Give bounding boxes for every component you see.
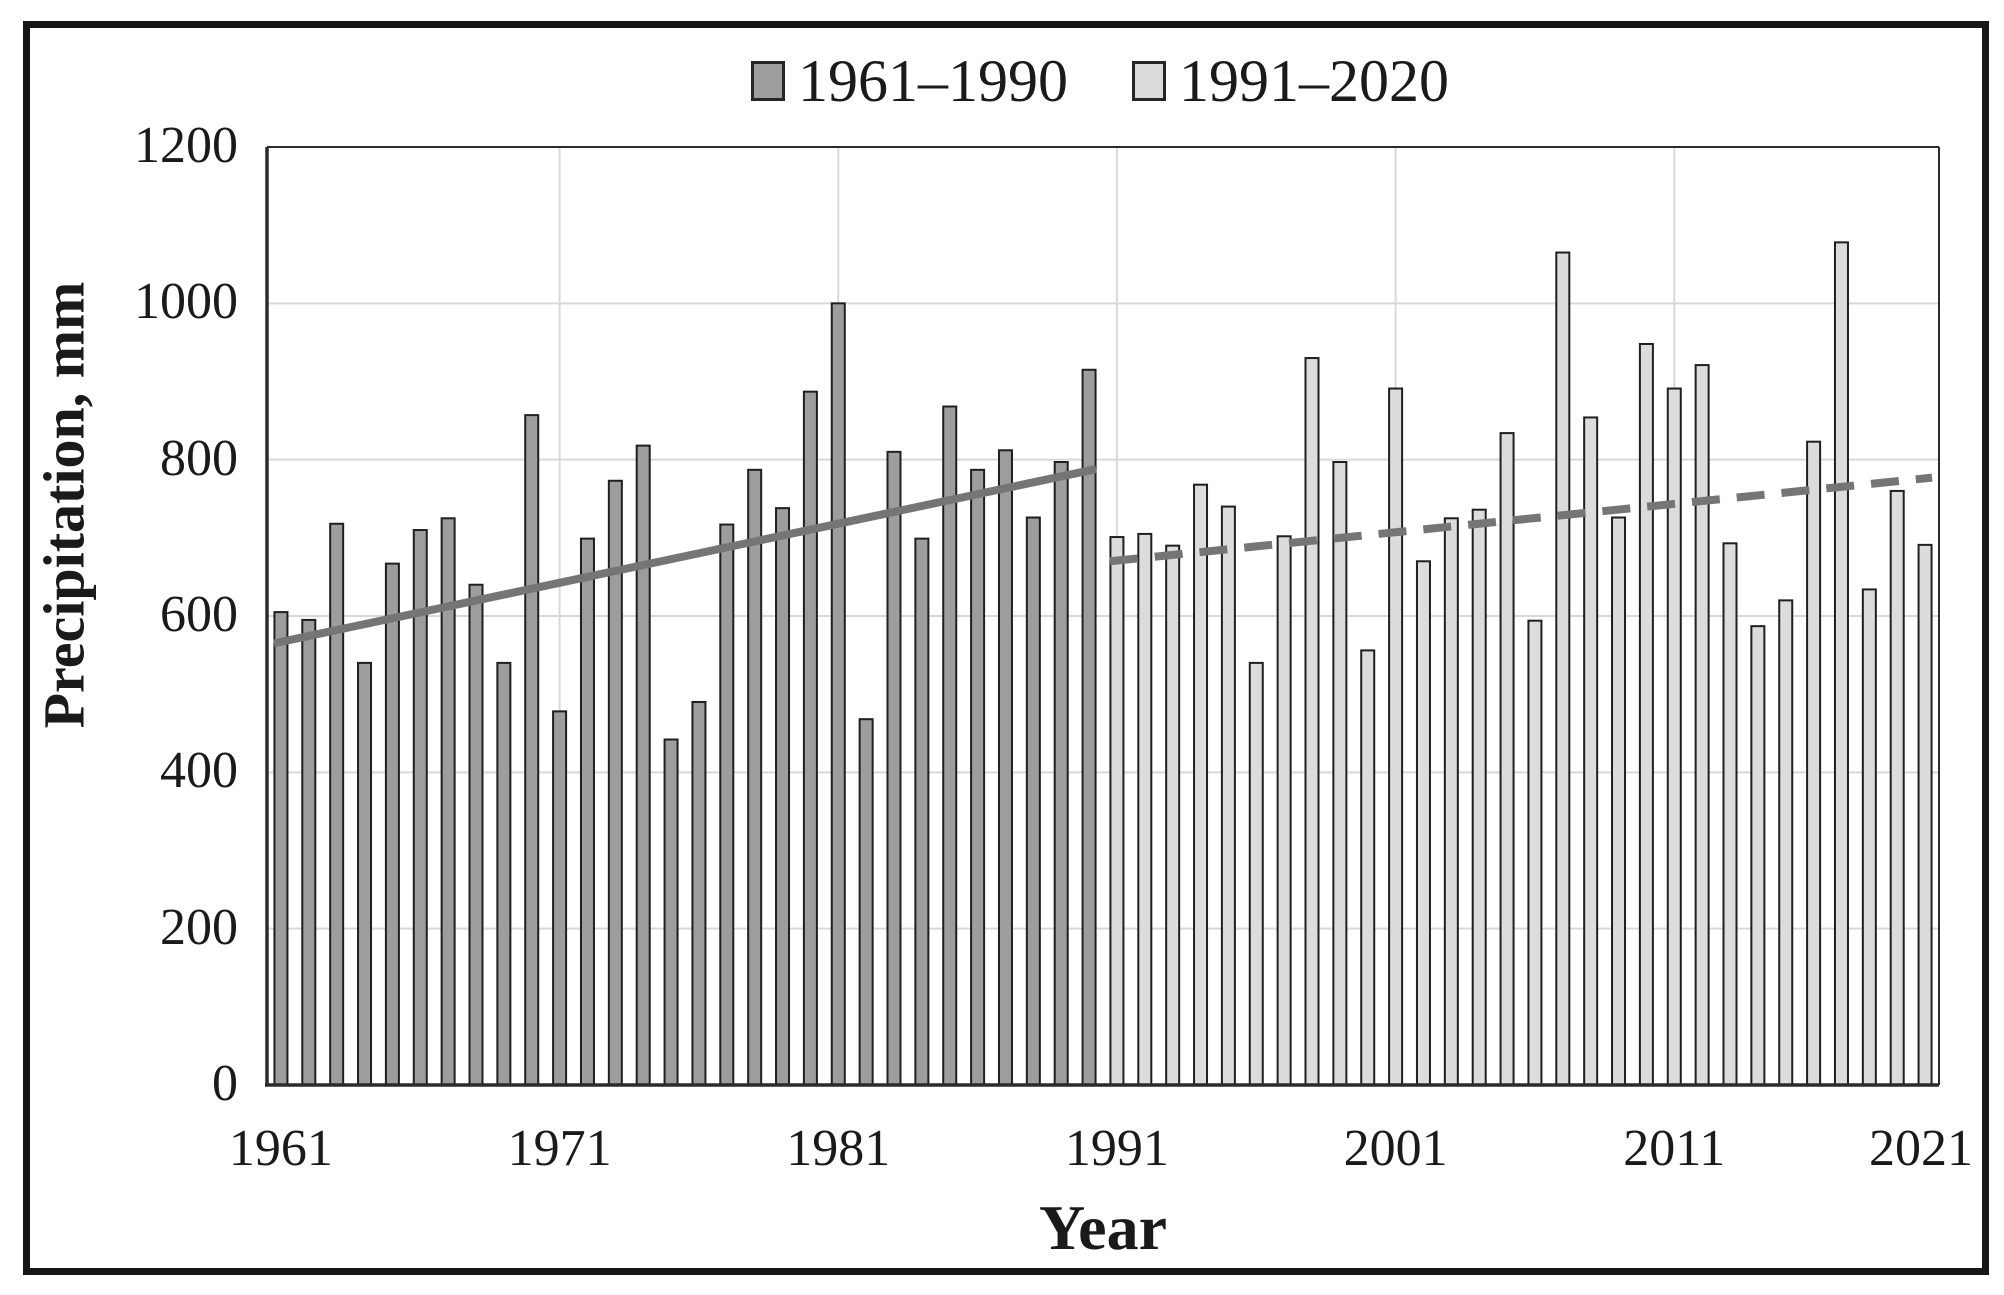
legend-item-1961-1990: 1961–1990 [751, 51, 1068, 111]
x-tick-label-1981: 1981 [786, 1120, 891, 1177]
bar-1968 [468, 583, 484, 1086]
y-tick-label-200: 200 [160, 898, 238, 956]
bar-1981 [830, 302, 846, 1087]
bar-2013 [1722, 542, 1738, 1086]
figure-border-frame [23, 21, 1989, 1275]
dashed-trendline [1109, 473, 1933, 566]
bar-1986 [970, 468, 986, 1087]
bar-1964 [357, 661, 373, 1087]
bar-2014 [1750, 625, 1766, 1087]
bar-1969 [496, 661, 512, 1087]
bar-2007 [1555, 251, 1571, 1086]
bar-1974 [635, 444, 651, 1086]
bar-2009 [1611, 516, 1627, 1086]
bar-1962 [301, 618, 317, 1086]
bar-1988 [1025, 516, 1041, 1086]
bar-1991 [1109, 536, 1125, 1086]
bar-1980 [802, 390, 818, 1086]
bar-2004 [1471, 508, 1487, 1086]
bar-2005 [1499, 432, 1515, 1086]
legend-item-1991-2020: 1991–2020 [1132, 51, 1449, 111]
bar-2015 [1778, 599, 1794, 1086]
bar-2018 [1861, 588, 1877, 1086]
bar-1994 [1193, 483, 1209, 1086]
bar-2001 [1388, 387, 1404, 1087]
bar-1995 [1220, 505, 1236, 1087]
legend-swatch-dark-gray [751, 61, 785, 101]
bar-1985 [942, 405, 958, 1087]
bar-1971 [552, 710, 568, 1086]
bar-1961 [273, 611, 289, 1086]
bar-1993 [1165, 544, 1181, 1086]
x-tick-label-1961: 1961 [228, 1120, 333, 1177]
bar-1983 [886, 450, 902, 1087]
x-tick-label-2021: 2021 [1869, 1120, 1973, 1177]
bar-2008 [1583, 416, 1599, 1086]
bar-2020 [1917, 543, 1933, 1086]
bar-1992 [1137, 532, 1153, 1086]
bar-1965 [384, 562, 400, 1086]
y-tick-label-800: 800 [160, 429, 238, 487]
bar-1996 [1248, 661, 1264, 1087]
x-axis-title: Year [1039, 1192, 1167, 1263]
bar-1990 [1081, 368, 1097, 1086]
legend-label-1991-2020: 1991–2020 [1179, 48, 1449, 114]
bar-1987 [997, 449, 1013, 1086]
bar-2010 [1638, 342, 1654, 1087]
bar-2011 [1666, 387, 1682, 1087]
bar-1978 [747, 468, 763, 1087]
legend: 1961–1990 1991–2020 [751, 51, 1449, 111]
bar-1998 [1304, 357, 1320, 1086]
solid-trendline [273, 465, 1097, 648]
bar-2003 [1443, 517, 1459, 1086]
bar-2017 [1833, 241, 1849, 1086]
x-tick-label-2011: 2011 [1623, 1120, 1726, 1177]
y-tick-label-1200: 1200 [134, 117, 238, 174]
bar-1975 [663, 738, 679, 1087]
y-tick-label-1000: 1000 [134, 273, 238, 331]
bar-1997 [1276, 535, 1292, 1086]
bar-2016 [1806, 440, 1822, 1086]
y-tick-label-0: 0 [212, 1055, 238, 1112]
legend-swatch-light-gray [1132, 61, 1166, 101]
bar-1977 [719, 523, 735, 1086]
bar-1970 [524, 414, 540, 1086]
x-tick-label-1971: 1971 [507, 1120, 612, 1177]
bar-1979 [775, 507, 791, 1086]
y-tick-label-600: 600 [160, 586, 238, 643]
bar-1972 [579, 537, 595, 1086]
bar-1963 [329, 522, 345, 1086]
x-tick-label-1991: 1991 [1064, 1120, 1169, 1177]
bar-1999 [1332, 461, 1348, 1086]
bar-2019 [1889, 489, 1905, 1086]
bar-1989 [1053, 461, 1069, 1086]
bar-1982 [858, 718, 874, 1086]
bar-1984 [914, 537, 930, 1086]
bar-2012 [1694, 364, 1710, 1086]
legend-label-1961-1990: 1961–1990 [798, 48, 1068, 114]
x-tick-label-2001: 2001 [1343, 1120, 1448, 1177]
bar-2000 [1360, 649, 1376, 1086]
bar-2002 [1415, 560, 1431, 1086]
bar-2006 [1527, 619, 1543, 1086]
y-tick-label-400: 400 [160, 742, 238, 800]
bar-1976 [691, 700, 707, 1086]
